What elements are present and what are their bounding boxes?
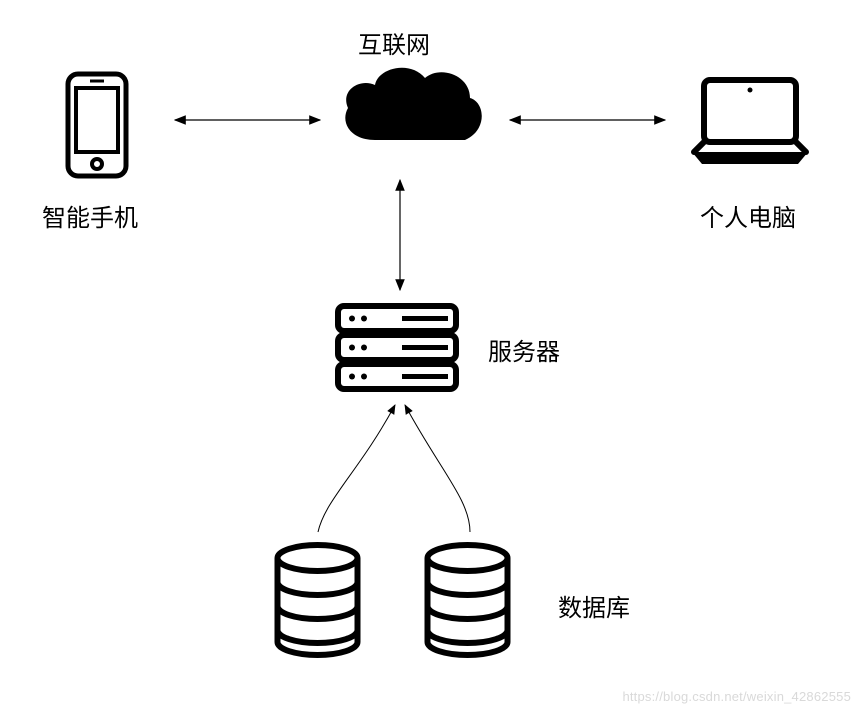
- internet-label: 互联网: [358, 25, 430, 60]
- smartphone-label: 智能手机: [42, 198, 138, 233]
- server-label: 服务器: [488, 332, 560, 367]
- cloud-icon: [330, 60, 490, 160]
- laptop-icon: [680, 72, 820, 172]
- smartphone-icon: [62, 70, 132, 180]
- database-icon: [270, 540, 365, 660]
- watermark-text: https://blog.csdn.net/weixin_42862555: [622, 689, 851, 704]
- pc-label: 个人电脑: [700, 198, 796, 233]
- server-icon: [332, 300, 462, 395]
- database-icon: [420, 540, 515, 660]
- database-label: 数据库: [558, 588, 630, 623]
